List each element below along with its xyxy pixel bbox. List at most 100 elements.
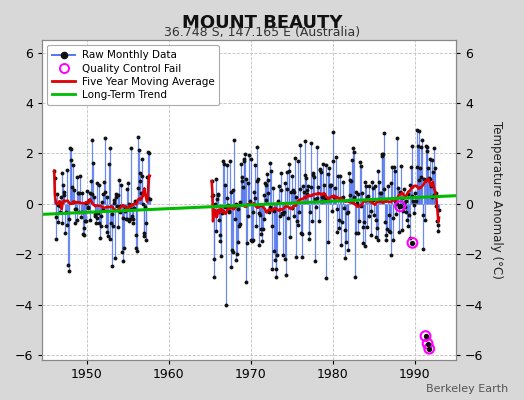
Point [297,230,305,236]
Point [136,170,145,176]
Point [352,189,361,195]
Y-axis label: Temperature Anomaly (°C): Temperature Anomaly (°C) [490,121,503,279]
Point [72,217,81,224]
Point [314,184,322,190]
Point [114,224,122,230]
Point [365,183,374,189]
Point [294,222,302,228]
Point [421,177,430,184]
Point [84,205,93,211]
Point [394,185,402,191]
Point [280,179,289,186]
Point [270,248,279,254]
Point [329,129,337,135]
Point [244,212,252,219]
Point [360,219,368,225]
Point [63,222,71,228]
Point [356,159,364,166]
Point [53,191,61,197]
Point [258,238,266,244]
Point [253,144,261,150]
Point [264,176,272,183]
Point [61,230,69,236]
Point [408,142,416,149]
Point [396,189,405,195]
Point [307,184,315,190]
Point [430,144,438,151]
Point [392,134,401,141]
Point [77,214,85,220]
Point [266,160,274,166]
Point [92,179,101,186]
Point [146,196,154,202]
Point [238,178,246,184]
Point [88,137,96,144]
Point [345,170,353,176]
Point [69,162,77,168]
Point [142,220,150,226]
Point [221,204,230,210]
Text: MOUNT BEAUTY: MOUNT BEAUTY [182,14,342,32]
Point [422,144,431,150]
Point [56,208,64,215]
Point [79,230,87,237]
Point [51,174,59,181]
Point [334,173,342,179]
Point [287,173,296,179]
Point [125,218,133,224]
Point [406,181,414,188]
Point [331,185,340,191]
Point [320,181,328,188]
Point [230,137,238,144]
Point [424,164,432,171]
Point [293,158,302,164]
Point [291,155,299,161]
Point [91,212,100,219]
Point [323,170,332,177]
Point [370,182,379,189]
Point [315,166,324,173]
Point [143,174,151,180]
Point [116,203,125,210]
Point [423,340,432,347]
Point [327,181,335,188]
Point [255,242,263,248]
Point [276,213,284,220]
Point [311,258,320,264]
Point [100,179,108,185]
Point [263,171,271,177]
Point [83,203,92,210]
Point [67,157,75,164]
Point [81,218,90,224]
Point [217,209,226,216]
Point [87,178,95,184]
Point [282,186,291,192]
Point [96,223,105,230]
Point [246,198,254,204]
Point [383,225,391,232]
Point [235,199,244,206]
Point [101,188,109,195]
Point [121,204,129,210]
Point [268,265,277,272]
Point [257,231,265,238]
Point [433,228,442,234]
Point [285,161,293,167]
Point [242,279,250,286]
Point [397,163,405,169]
Point [314,218,323,224]
Point [71,219,80,226]
Point [74,190,82,196]
Point [318,194,326,201]
Point [384,228,392,234]
Point [288,205,297,212]
Point [55,201,63,207]
Point [93,215,102,222]
Point [210,256,219,262]
Point [250,195,259,201]
Point [215,217,223,223]
Point [433,218,441,225]
Point [275,230,283,236]
Point [234,239,243,246]
Point [380,186,389,192]
